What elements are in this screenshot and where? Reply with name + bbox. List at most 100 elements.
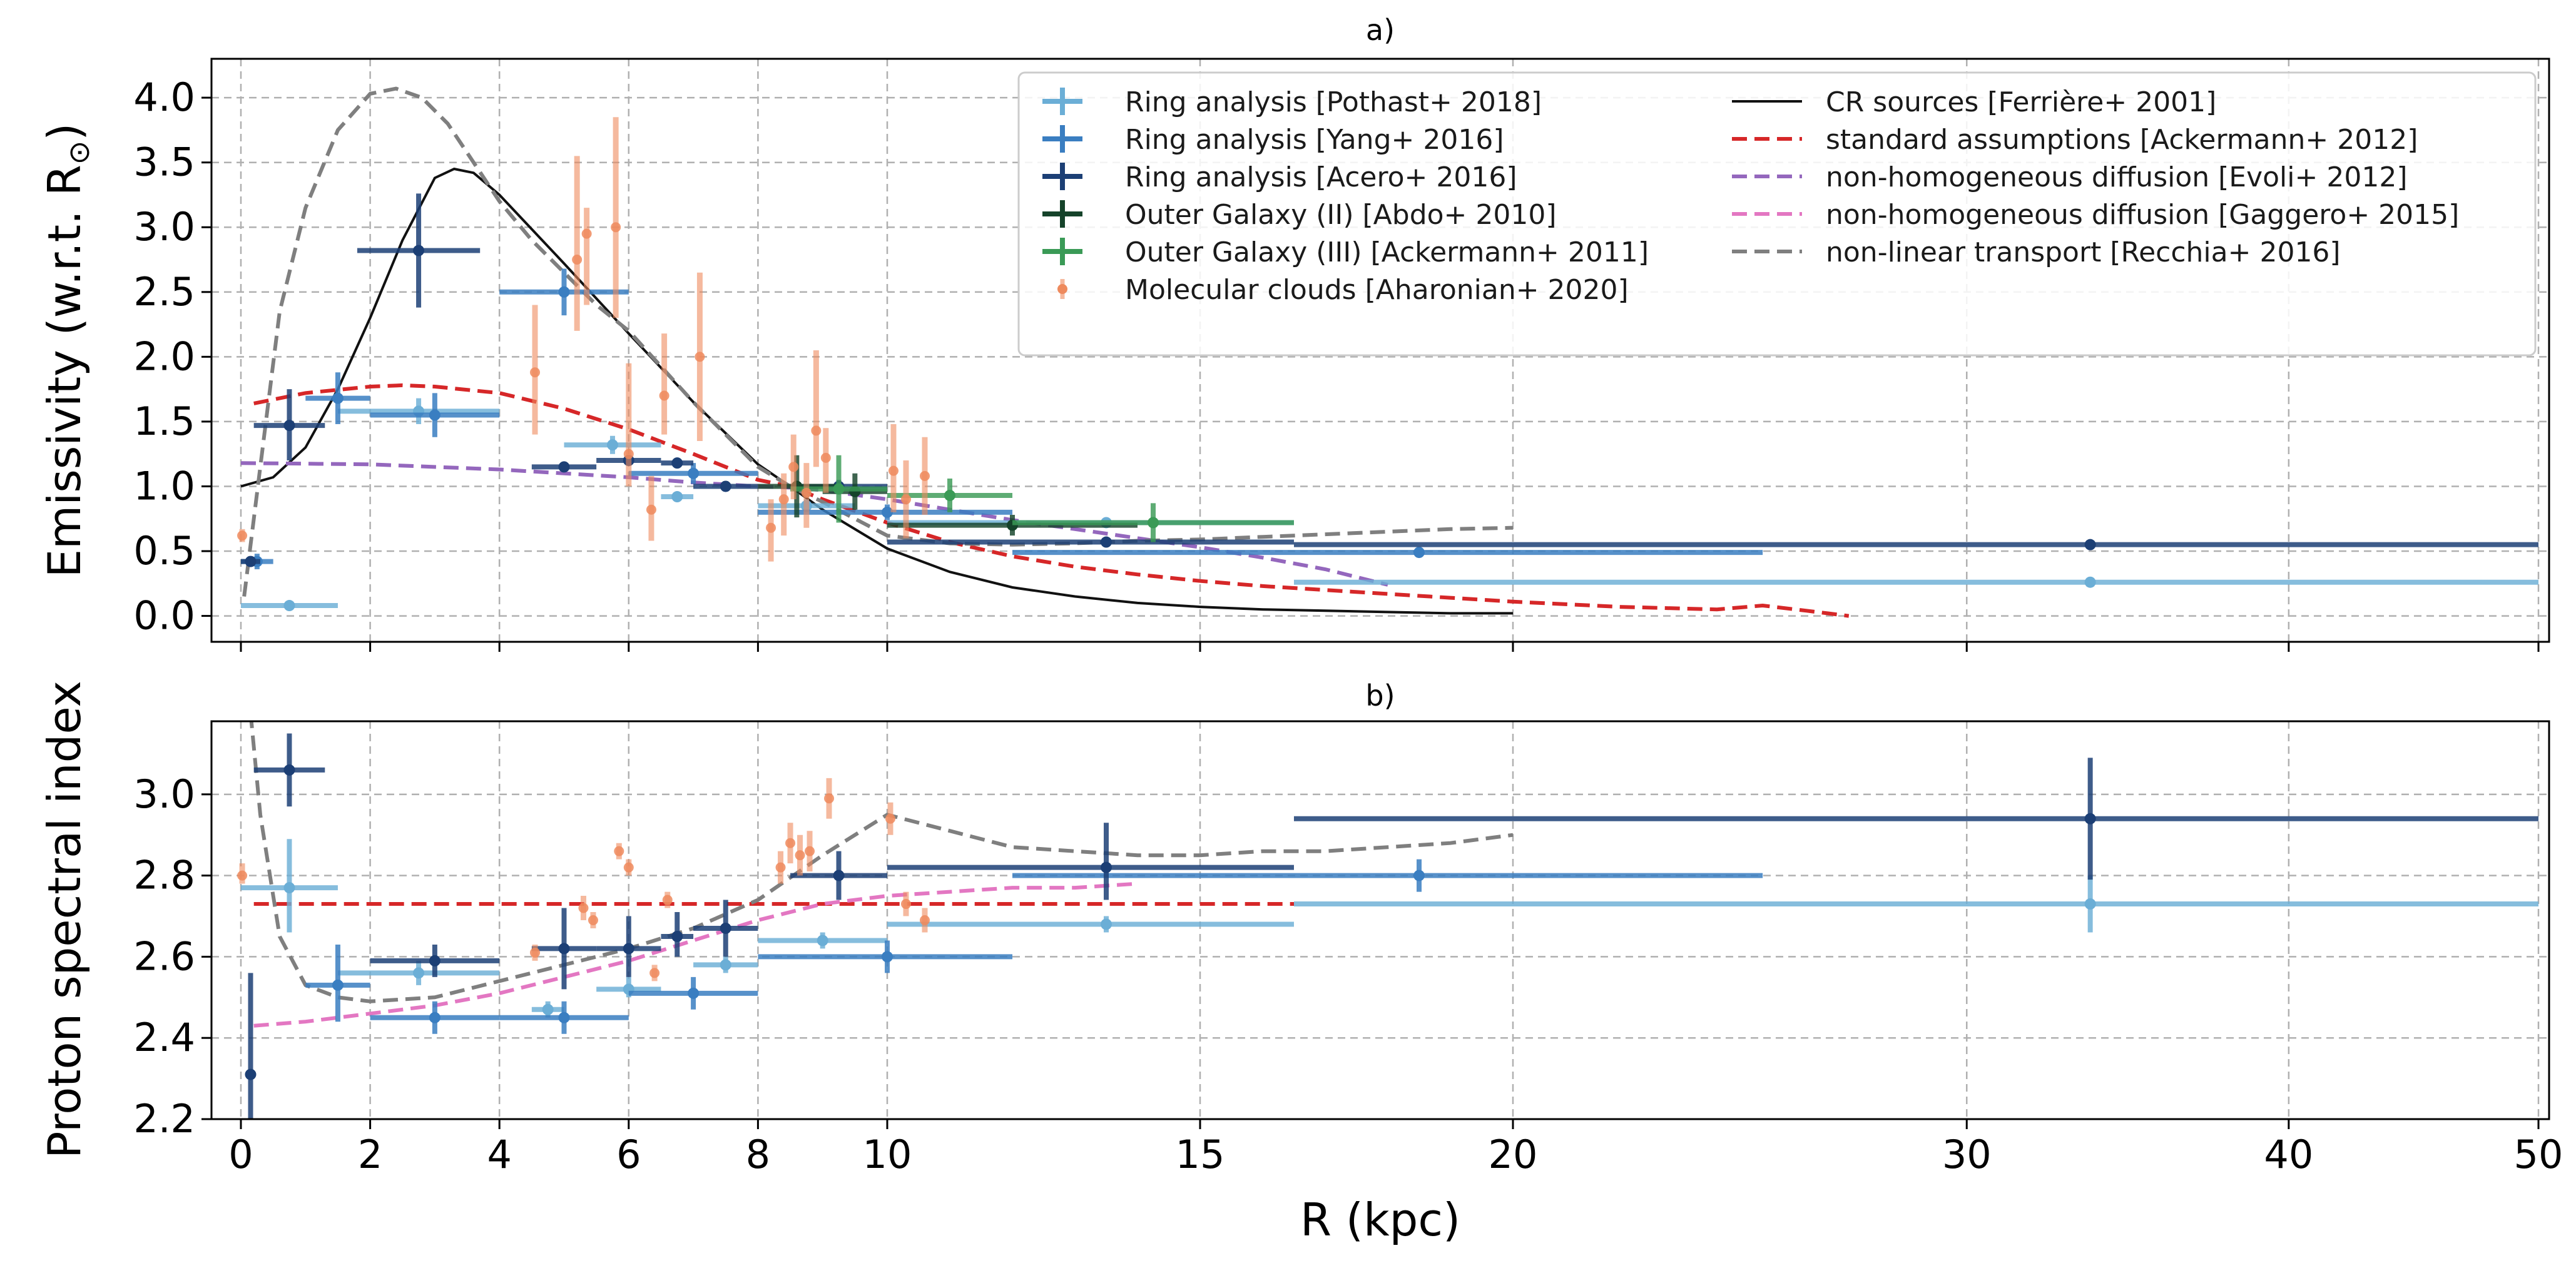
marker xyxy=(824,793,835,804)
point-acero xyxy=(245,973,257,1119)
marker xyxy=(688,987,700,999)
point-acero xyxy=(790,851,887,900)
point-aharonian xyxy=(901,891,911,916)
point-pothast xyxy=(758,932,887,949)
x-axis-label: R (kpc) xyxy=(1300,1194,1460,1246)
point-yang xyxy=(758,940,1012,973)
y-tick-label: 1.5 xyxy=(133,398,195,444)
marker xyxy=(1101,918,1112,930)
panel-a-frame xyxy=(210,58,2550,643)
point-aharonian xyxy=(811,350,822,467)
y-tick-label: 4.0 xyxy=(133,74,195,120)
panel-a-ylabel: Emissivity (w.r.t. R⊙) xyxy=(38,123,96,578)
marker xyxy=(530,947,541,958)
point-aharonian xyxy=(530,944,541,961)
point-aharonian xyxy=(578,896,589,920)
point-acero xyxy=(1294,758,2538,880)
marker xyxy=(581,228,592,239)
point-aharonian xyxy=(920,437,930,515)
marker xyxy=(1101,861,1112,873)
marker xyxy=(820,452,831,463)
y-tick-label: 3.0 xyxy=(133,771,195,817)
point-aharonian xyxy=(824,778,835,819)
point-acero xyxy=(531,461,597,473)
x-tick-label: 0 xyxy=(228,1132,253,1177)
marker xyxy=(558,286,570,298)
point-yang xyxy=(370,1001,500,1034)
point-pothast xyxy=(1294,875,2538,933)
point-ackermann2011 xyxy=(1012,503,1294,542)
curve-gaggero xyxy=(253,881,1138,1028)
curve-ferriere xyxy=(240,167,1513,615)
legend-item-ackermann2011: Outer Galaxy (III) [Ackermann+ 2011] xyxy=(1042,236,1649,268)
point-yang xyxy=(628,463,758,484)
marker xyxy=(695,352,705,362)
point-aharonian xyxy=(659,333,669,435)
point-aharonian xyxy=(888,424,899,512)
legend-item-ferriere: CR sources [Ferrière+ 2001] xyxy=(1732,86,2216,118)
legend-label: non-linear transport [Recchia+ 2016] xyxy=(1826,236,2341,268)
point-aharonian xyxy=(530,305,541,435)
legend-label: Outer Galaxy (III) [Ackermann+ 2011] xyxy=(1125,236,1649,268)
marker xyxy=(1413,547,1425,559)
panel-a-points xyxy=(237,117,2538,612)
panel-b-title: b) xyxy=(1365,679,1395,713)
point-aharonian xyxy=(662,891,673,908)
marker xyxy=(671,491,683,503)
point-pothast xyxy=(1294,576,2538,588)
panel-a: 0.0 0.5 1.0 1.5 2.0 2.5 3.0 3.5 4.0 a) Emissivit… xyxy=(38,13,2550,652)
x-tick-label: 40 xyxy=(2264,1132,2313,1177)
point-acero xyxy=(370,944,500,977)
marker xyxy=(785,838,796,848)
x-tick-label: 15 xyxy=(1176,1132,1225,1177)
marker xyxy=(1413,870,1425,881)
point-aharonian xyxy=(788,434,799,500)
legend-item-abdo: Outer Galaxy (II) [Abdo+ 2010] xyxy=(1042,199,1557,231)
panel-b-lines xyxy=(249,721,1514,1028)
legend-item-ackermann2012: standard assumptions [Ackermann+ 2012] xyxy=(1732,124,2418,156)
legend-label: non-homogeneous diffusion [Gaggero+ 2015… xyxy=(1826,199,2459,231)
y-tick-label: 2.5 xyxy=(133,269,195,315)
marker xyxy=(530,367,541,378)
point-aharonian xyxy=(795,834,805,876)
panel-a-title: a) xyxy=(1366,13,1395,47)
point-acero xyxy=(531,908,597,990)
marker xyxy=(606,439,618,451)
point-aharonian xyxy=(901,460,911,539)
marker xyxy=(283,882,295,894)
marker xyxy=(413,245,425,256)
marker xyxy=(283,600,295,612)
point-acero xyxy=(693,900,758,957)
legend-label: CR sources [Ferrière+ 2001] xyxy=(1826,86,2216,118)
panel-b-points xyxy=(237,733,2538,1119)
point-aharonian xyxy=(649,965,660,981)
marker xyxy=(901,899,911,910)
point-aharonian xyxy=(805,831,815,872)
legend-label: Molecular clouds [Aharonian+ 2020] xyxy=(1125,274,1629,306)
marker xyxy=(817,935,828,946)
point-aharonian xyxy=(920,908,930,933)
y-tick-label: 2.0 xyxy=(133,333,195,379)
legend-swatch xyxy=(1057,284,1067,294)
point-acero xyxy=(887,823,1294,900)
point-aharonian xyxy=(778,473,789,536)
x-tick-label: 50 xyxy=(2514,1132,2563,1177)
y-tick-label: 3.5 xyxy=(133,139,195,185)
point-aharonian xyxy=(623,363,634,487)
marker xyxy=(558,943,570,955)
marker xyxy=(659,390,669,401)
point-pothast xyxy=(564,435,661,454)
marker xyxy=(2084,539,2096,550)
marker xyxy=(775,862,786,873)
marker xyxy=(811,425,822,436)
y-tick-label: 2.2 xyxy=(133,1096,195,1142)
marker xyxy=(614,846,624,856)
y-tick-label: 0.0 xyxy=(133,593,195,639)
y-tick-label: 3.0 xyxy=(133,204,195,250)
panel-b-frame xyxy=(210,720,2550,1120)
point-acero xyxy=(661,912,694,957)
curve-recchia xyxy=(242,86,1514,597)
marker xyxy=(245,1068,257,1080)
legend-item-pothast: Ring analysis [Pothast+ 2018] xyxy=(1042,86,1542,118)
